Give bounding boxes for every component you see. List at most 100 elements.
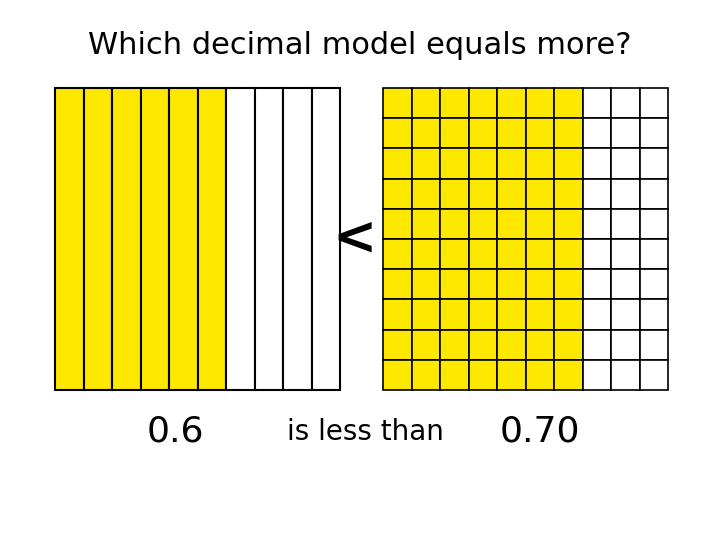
Bar [412,209,440,239]
Bar [197,88,226,390]
Text: 0.70: 0.70 [500,415,580,449]
Bar [469,118,497,149]
Bar [497,148,526,179]
Bar [582,179,611,209]
Bar [412,118,440,149]
Bar [469,299,497,329]
Bar [639,88,668,118]
Bar [611,329,639,360]
Bar [412,269,440,299]
Bar [639,239,668,269]
Bar [639,179,668,209]
Bar [140,88,169,390]
Bar [440,329,469,360]
Bar [554,329,582,360]
Bar [639,360,668,390]
Bar [582,118,611,149]
Bar [412,88,440,118]
Bar [526,118,554,149]
Bar [497,209,526,239]
Bar [497,88,526,118]
Bar [554,209,582,239]
Bar [383,148,412,179]
Bar [497,329,526,360]
Bar [611,118,639,149]
Bar [440,209,469,239]
Bar [526,179,554,209]
Bar [412,329,440,360]
Bar [611,269,639,299]
Bar [383,239,412,269]
Bar [526,329,554,360]
Bar [469,88,497,118]
Bar [639,118,668,149]
Bar [611,299,639,329]
Bar [554,118,582,149]
Bar [526,148,554,179]
Bar [412,239,440,269]
Bar [469,179,497,209]
Bar [469,209,497,239]
Bar [554,148,582,179]
Bar [582,329,611,360]
Bar [582,299,611,329]
Bar [440,118,469,149]
Bar [440,269,469,299]
Bar [497,360,526,390]
Bar [526,88,554,118]
Bar [412,299,440,329]
Bar [469,239,497,269]
Bar [554,299,582,329]
Text: 0.6: 0.6 [146,415,204,449]
Bar [312,88,340,390]
Bar [611,360,639,390]
Bar [497,179,526,209]
Bar [526,239,554,269]
Text: is less than: is less than [287,418,444,446]
Bar [169,88,197,390]
Bar [383,88,412,118]
Bar [84,88,112,390]
Bar [611,209,639,239]
Bar [440,360,469,390]
Bar [611,148,639,179]
Bar [283,88,312,390]
Bar [440,239,469,269]
Bar [412,148,440,179]
Bar [469,329,497,360]
Bar [639,299,668,329]
Bar [469,148,497,179]
Bar [383,360,412,390]
Bar [582,88,611,118]
Bar [582,239,611,269]
Bar [497,239,526,269]
Bar [440,148,469,179]
Bar [440,88,469,118]
Bar [526,299,554,329]
Bar [383,118,412,149]
Bar [112,88,140,390]
Bar [412,360,440,390]
Bar [440,179,469,209]
Bar [469,269,497,299]
Bar [440,299,469,329]
Bar [611,179,639,209]
Bar [383,299,412,329]
Bar [383,269,412,299]
Bar [383,209,412,239]
Bar [497,269,526,299]
Bar [383,179,412,209]
Bar [582,360,611,390]
Bar [639,209,668,239]
Bar [582,148,611,179]
Bar [526,209,554,239]
Bar [554,239,582,269]
Text: <: < [333,214,377,266]
Bar [639,269,668,299]
Bar [412,179,440,209]
Bar [554,269,582,299]
Bar [226,88,254,390]
Bar [526,360,554,390]
Bar [526,269,554,299]
Bar [383,329,412,360]
